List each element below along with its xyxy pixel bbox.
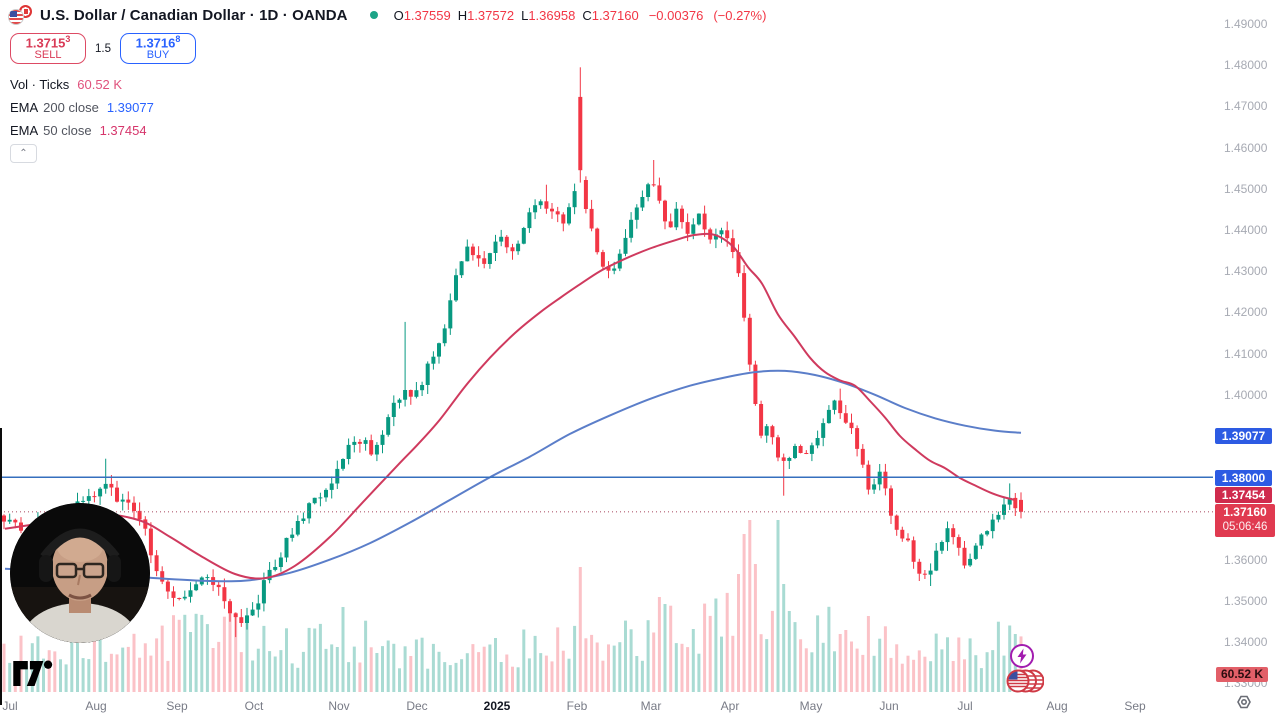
boost-lightning-button[interactable] [1009, 643, 1035, 674]
price-tick-label: 1.44000 [1224, 223, 1268, 237]
legend-volume-row[interactable]: Vol · Ticks 60.52 K [10, 77, 123, 92]
time-tick-label: Feb [566, 699, 588, 713]
price-tick-label: 1.42000 [1224, 305, 1268, 320]
time-tick-label: Aug [85, 699, 107, 713]
time-tick-label: Dec [406, 699, 428, 713]
price-tick-label: 1.47000 [1224, 99, 1268, 114]
price-tick-label: 1.34000 [1224, 635, 1268, 649]
open-value: 1.37559 [403, 7, 451, 23]
instrument-coins-icon [1006, 668, 1045, 699]
webcam-overlay [10, 503, 150, 643]
time-tick-label: Mar [640, 699, 662, 713]
ema200-price-badge: 1.39077 [1215, 428, 1272, 444]
legend-ema200-row[interactable]: EMA 200 close 1.39077 [10, 100, 154, 115]
chevron-up-icon: ⌃ [19, 148, 28, 159]
close-value: 1.37160 [591, 7, 639, 23]
time-tick-label: Oct [244, 699, 264, 713]
usdcad-pair-flag-icon [8, 5, 32, 25]
price-tick-label: 1.36000 [1224, 552, 1268, 567]
price-tick-label: 1.35000 [1224, 593, 1268, 608]
change-value: −0.00376 [648, 7, 704, 23]
price-tick-label: 1.45000 [1224, 181, 1268, 196]
overlay-edge-line [0, 428, 2, 705]
time-tick-label: Sep [1124, 699, 1146, 713]
buy-button[interactable]: 1.37168 BUY [120, 33, 196, 64]
presenter-avatar [10, 503, 150, 643]
change-percent: (−0.27%) [713, 7, 767, 23]
indicator-legend: Vol · Ticks 60.52 K EMA 200 close 1.3907… [10, 73, 154, 142]
spread-value: 1.5 [95, 42, 111, 55]
volume-value: 60.52 K [77, 77, 123, 92]
symbol-title[interactable]: U.S. Dollar / Canadian Dollar · 1D · OAN… [40, 6, 348, 24]
price-tick-label: 1.40000 [1224, 387, 1268, 402]
price-tick-label: 1.48000 [1224, 58, 1268, 73]
volume-axis-badge: 60.52 K [1216, 667, 1268, 682]
ema50-price-badge: 1.37454 [1215, 487, 1272, 503]
last-price-badge: 1.37160 05:06:46 [1215, 504, 1275, 537]
market-open-dot-icon [369, 11, 378, 19]
tradingview-logo-icon [13, 660, 53, 692]
ema200-value: 1.39077 [106, 100, 154, 115]
symbol-header: U.S. Dollar / Canadian Dollar · 1D · OAN… [8, 5, 766, 25]
legend-ema50-row[interactable]: EMA 50 close 1.37454 [10, 123, 147, 138]
price-tick-label: 1.43000 [1224, 264, 1268, 279]
time-tick-label: 2025 [483, 699, 511, 713]
bar-countdown: 05:06:46 [1222, 521, 1268, 533]
time-tick-label: Nov [328, 699, 350, 713]
time-tick-label: May [799, 699, 823, 713]
sell-button[interactable]: 1.37153 SELL [10, 33, 86, 64]
last-price-value: 1.37160 [1223, 505, 1267, 519]
high-value: 1.37572 [467, 7, 515, 23]
horizontal-line-price-badge: 1.38000 [1215, 470, 1272, 486]
time-tick-label: Jul [957, 699, 973, 713]
price-tick-label: 1.46000 [1224, 140, 1268, 155]
low-value: 1.36958 [528, 7, 576, 23]
ohlc-values: O1.37559 H1.37572 L1.36958 C1.37160 [393, 7, 639, 23]
time-tick-label: Sep [166, 699, 188, 713]
price-tick-label: 1.49000 [1224, 17, 1268, 31]
time-tick-label: Apr [720, 699, 740, 713]
trade-panel: 1.37153 SELL 1.5 1.37168 BUY [10, 33, 196, 64]
time-tick-label: Aug [1046, 699, 1068, 713]
time-tick-label: Jul [2, 699, 18, 713]
price-scale-settings-gear-icon[interactable] [1236, 694, 1252, 715]
price-tick-label: 1.41000 [1224, 346, 1268, 361]
collapse-legend-button[interactable]: ⌃ [10, 144, 37, 163]
ema50-value: 1.37454 [99, 123, 147, 138]
time-tick-label: Jun [879, 699, 899, 713]
